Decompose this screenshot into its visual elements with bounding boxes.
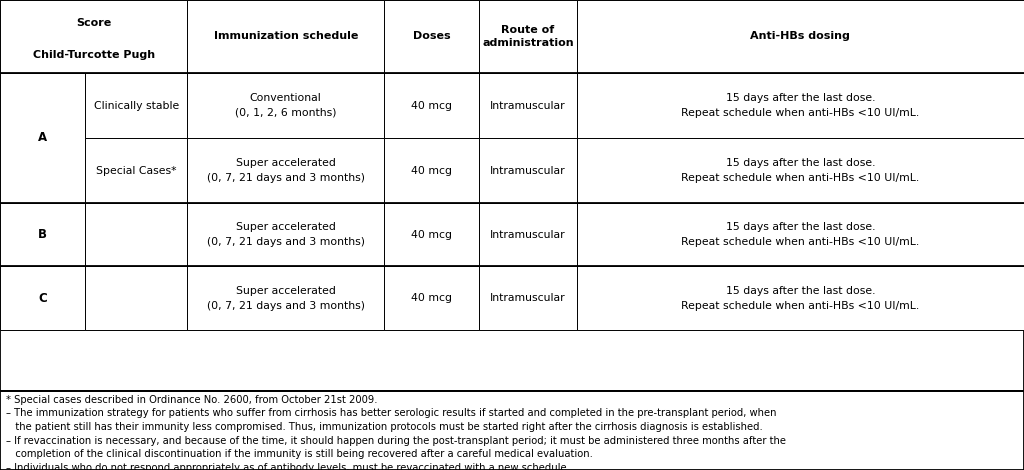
Bar xyxy=(187,73,384,138)
Bar xyxy=(85,73,187,138)
Bar xyxy=(577,73,1024,138)
Bar xyxy=(0,266,85,330)
Text: Score: Score xyxy=(76,18,112,28)
Bar xyxy=(577,0,1024,73)
Text: C: C xyxy=(38,292,47,305)
Text: Conventional
(0, 1, 2, 6 months): Conventional (0, 1, 2, 6 months) xyxy=(234,93,337,118)
Bar xyxy=(0,73,85,203)
Text: 40 mcg: 40 mcg xyxy=(411,230,453,240)
Bar xyxy=(384,203,479,266)
Bar xyxy=(479,73,577,138)
Bar xyxy=(479,203,577,266)
Bar xyxy=(0,203,85,266)
Text: Special Cases*: Special Cases* xyxy=(96,165,176,176)
Text: Route of
administration: Route of administration xyxy=(482,25,573,48)
Bar xyxy=(187,203,384,266)
Text: Clinically stable: Clinically stable xyxy=(93,101,179,110)
Text: Super accelerated
(0, 7, 21 days and 3 months): Super accelerated (0, 7, 21 days and 3 m… xyxy=(207,222,365,247)
Text: 40 mcg: 40 mcg xyxy=(411,293,453,303)
Text: Doses: Doses xyxy=(413,31,451,41)
Text: Anti-HBs dosing: Anti-HBs dosing xyxy=(751,31,850,41)
Bar xyxy=(0,391,1024,470)
Text: Intramuscular: Intramuscular xyxy=(490,101,565,110)
Bar xyxy=(187,266,384,330)
Bar xyxy=(85,266,187,330)
Text: 15 days after the last dose.
Repeat schedule when anti-HBs <10 UI/mL.: 15 days after the last dose. Repeat sche… xyxy=(681,158,920,183)
Text: Intramuscular: Intramuscular xyxy=(490,230,565,240)
Bar xyxy=(479,266,577,330)
Text: 15 days after the last dose.
Repeat schedule when anti-HBs <10 UI/mL.: 15 days after the last dose. Repeat sche… xyxy=(681,286,920,311)
Bar xyxy=(577,203,1024,266)
Bar xyxy=(577,266,1024,330)
Bar xyxy=(384,73,479,138)
Bar xyxy=(577,138,1024,203)
Bar xyxy=(0,0,1024,391)
Bar xyxy=(384,0,479,73)
Bar xyxy=(384,138,479,203)
Bar xyxy=(187,0,384,73)
Text: 40 mcg: 40 mcg xyxy=(411,165,453,176)
Bar xyxy=(479,138,577,203)
Bar xyxy=(85,203,187,266)
Text: 15 days after the last dose.
Repeat schedule when anti-HBs <10 UI/mL.: 15 days after the last dose. Repeat sche… xyxy=(681,93,920,118)
Text: Immunization schedule: Immunization schedule xyxy=(214,31,357,41)
Text: Intramuscular: Intramuscular xyxy=(490,293,565,303)
Bar xyxy=(85,138,187,203)
Text: * Special cases described in Ordinance No. 2600, from October 21st 2009.
– The i: * Special cases described in Ordinance N… xyxy=(6,395,786,470)
Text: Child-Turcotte Pugh: Child-Turcotte Pugh xyxy=(33,50,155,60)
Text: 15 days after the last dose.
Repeat schedule when anti-HBs <10 UI/mL.: 15 days after the last dose. Repeat sche… xyxy=(681,222,920,247)
Text: Super accelerated
(0, 7, 21 days and 3 months): Super accelerated (0, 7, 21 days and 3 m… xyxy=(207,286,365,311)
Bar xyxy=(187,138,384,203)
Bar xyxy=(384,266,479,330)
Bar xyxy=(479,0,577,73)
Text: Intramuscular: Intramuscular xyxy=(490,165,565,176)
Text: Super accelerated
(0, 7, 21 days and 3 months): Super accelerated (0, 7, 21 days and 3 m… xyxy=(207,158,365,183)
Bar xyxy=(0,0,187,73)
Text: 40 mcg: 40 mcg xyxy=(411,101,453,110)
Text: B: B xyxy=(38,228,47,241)
Text: A: A xyxy=(38,132,47,144)
